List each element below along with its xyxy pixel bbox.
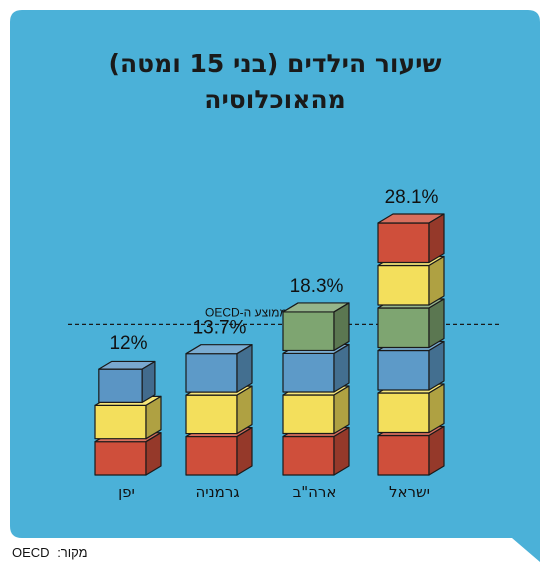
value-label: 13.7%	[193, 318, 247, 339]
cube-front-face	[377, 434, 430, 476]
cube-side-face	[333, 302, 350, 352]
title-line-2: מהאוכלוסיה	[204, 85, 346, 114]
cube	[377, 298, 445, 349]
value-label: 12%	[109, 333, 147, 354]
category-label: גרמניה	[196, 483, 240, 501]
cube-front-face	[282, 352, 335, 393]
cube-side-face	[333, 343, 350, 393]
value-label: 28.1%	[385, 187, 439, 208]
cube-side-face	[428, 255, 445, 306]
cube-side-face	[428, 213, 445, 264]
cube-side-face	[428, 298, 445, 349]
cube	[282, 343, 350, 393]
cube-side-face	[145, 395, 162, 440]
cube-side-face	[141, 360, 156, 404]
cube	[377, 255, 445, 306]
cube-front-face	[185, 435, 238, 476]
cube-side-face	[333, 385, 350, 435]
cube	[282, 302, 350, 352]
cube	[377, 340, 445, 391]
cube	[98, 360, 156, 404]
source-label: מקור:	[57, 545, 88, 560]
cube-side-face	[236, 385, 253, 435]
source-value: OECD	[12, 545, 50, 560]
cube-front-face	[377, 307, 430, 349]
cube-side-face	[428, 425, 445, 476]
cube-front-face	[185, 353, 238, 393]
cube-side-face	[236, 344, 253, 393]
cube-front-face	[282, 394, 335, 435]
cube-side-face	[428, 340, 445, 391]
title-line-1: שיעור הילדים (בני 15 ומטה)	[108, 49, 442, 78]
cube-side-face	[145, 432, 162, 476]
cube	[377, 383, 445, 434]
cube	[377, 425, 445, 476]
cube-front-face	[377, 392, 430, 434]
bar-3	[377, 213, 445, 476]
category-label: יפן	[118, 483, 135, 501]
cube-front-face	[377, 264, 430, 306]
cube-side-face	[333, 426, 350, 476]
cube	[185, 385, 253, 435]
cube-front-face	[94, 441, 147, 476]
category-label: ארה"ב	[293, 483, 337, 501]
bar-0	[94, 360, 162, 476]
cube-front-face	[185, 394, 238, 435]
bar-1	[185, 344, 253, 476]
chart-title: שיעור הילדים (בני 15 ומטה) מהאוכלוסיה	[0, 46, 550, 118]
value-label: 18.3%	[290, 276, 344, 297]
cube-front-face	[377, 222, 430, 264]
cube	[282, 385, 350, 435]
cube	[282, 426, 350, 476]
cube	[377, 213, 445, 264]
bar-2	[282, 302, 350, 476]
category-label: ישראל	[389, 483, 430, 501]
cube-front-face	[282, 435, 335, 476]
source-note: מקור: OECD	[10, 545, 90, 560]
cube-front-face	[377, 349, 430, 391]
cube-side-face	[428, 383, 445, 434]
plot-area: 17.7% ממוצע ה-OECD12%יפן13.7%גרמניה18.3%…	[68, 187, 500, 501]
cube-front-face	[94, 404, 147, 440]
cube-front-face	[98, 368, 143, 404]
cube	[185, 344, 253, 393]
cube	[185, 426, 253, 476]
cube-front-face	[282, 311, 335, 352]
cube-side-face	[236, 426, 253, 476]
